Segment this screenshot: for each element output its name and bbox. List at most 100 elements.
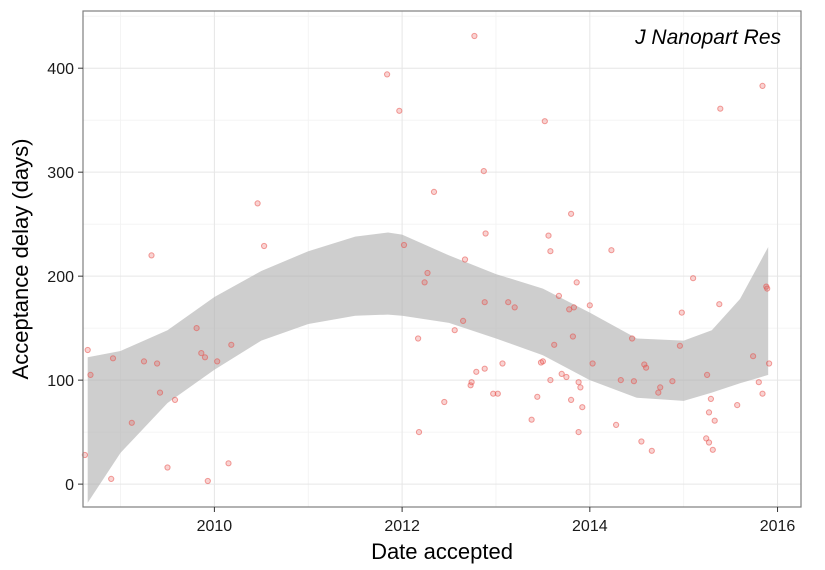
journal-annotation: J Nanopart Res xyxy=(634,26,781,49)
data-point xyxy=(717,105,724,112)
data-point xyxy=(759,82,766,90)
data-point xyxy=(563,373,570,381)
data-point xyxy=(678,309,685,316)
data-point xyxy=(481,299,488,306)
data-point xyxy=(716,301,723,308)
data-point xyxy=(579,404,586,411)
data-point xyxy=(511,304,518,311)
y-tick-label: 200 xyxy=(47,269,74,286)
data-point xyxy=(613,421,620,428)
data-point xyxy=(87,371,94,378)
data-point xyxy=(547,377,554,384)
data-point xyxy=(608,247,615,254)
data-point xyxy=(630,378,638,385)
data-point xyxy=(430,188,438,195)
data-point xyxy=(198,350,205,357)
data-point xyxy=(460,317,467,324)
data-point xyxy=(575,429,582,436)
data-point xyxy=(575,379,582,386)
data-point xyxy=(573,279,580,286)
data-point xyxy=(750,353,757,360)
data-point xyxy=(201,354,209,361)
data-point xyxy=(589,360,596,367)
data-point xyxy=(617,377,624,384)
data-point xyxy=(461,256,469,263)
data-point xyxy=(482,230,489,237)
y-tick-label: 100 xyxy=(47,373,74,390)
data-point xyxy=(555,292,563,299)
data-point xyxy=(655,389,662,396)
data-point xyxy=(396,107,403,114)
data-point xyxy=(154,360,161,367)
data-point xyxy=(534,393,541,400)
y-axis-title: Acceptance delay (days) xyxy=(8,139,33,380)
data-point xyxy=(481,365,488,372)
data-point xyxy=(641,361,648,368)
data-point xyxy=(690,275,697,282)
data-point xyxy=(225,460,232,467)
plot-area xyxy=(81,10,802,508)
data-point xyxy=(84,346,91,354)
data-point xyxy=(128,419,135,426)
data-point xyxy=(108,475,115,482)
data-point xyxy=(384,71,391,78)
data-point xyxy=(764,285,771,292)
data-point xyxy=(441,398,448,406)
x-tick-label: 2016 xyxy=(760,518,796,535)
data-point xyxy=(468,379,475,386)
data-point xyxy=(766,360,773,367)
confidence-band xyxy=(87,232,769,503)
data-point xyxy=(81,451,89,459)
data-point xyxy=(254,200,261,207)
data-point xyxy=(164,464,171,471)
data-point xyxy=(480,168,487,175)
data-point xyxy=(669,378,676,385)
data-point xyxy=(415,429,423,436)
data-point xyxy=(140,358,148,365)
x-tick-label: 2014 xyxy=(572,518,608,535)
data-point xyxy=(451,327,458,334)
data-point xyxy=(214,358,221,365)
data-points xyxy=(81,32,773,485)
data-point xyxy=(707,395,715,402)
data-point xyxy=(261,242,268,250)
x-tick-label: 2010 xyxy=(197,518,233,535)
data-point xyxy=(421,279,428,286)
data-point xyxy=(558,370,565,377)
data-point xyxy=(499,360,506,367)
data-point xyxy=(704,371,711,378)
data-point xyxy=(570,304,578,311)
data-point xyxy=(755,379,762,386)
y-tick-label: 400 xyxy=(47,61,74,78)
y-axis-ticks: 0 100 200 300 400 xyxy=(47,61,83,494)
data-point xyxy=(547,248,554,255)
data-point xyxy=(228,341,235,348)
data-point xyxy=(473,368,480,375)
data-point xyxy=(400,241,408,249)
data-point xyxy=(643,364,650,371)
data-point xyxy=(541,118,548,125)
data-point xyxy=(676,342,684,349)
x-axis-title: Date accepted xyxy=(371,539,513,564)
data-point xyxy=(505,299,512,306)
plot-border xyxy=(82,10,802,508)
data-point xyxy=(109,355,117,362)
data-point xyxy=(424,269,431,277)
data-point xyxy=(711,417,718,424)
y-tick-label: 300 xyxy=(47,165,74,182)
data-point xyxy=(709,446,716,453)
data-point xyxy=(657,384,664,391)
data-point xyxy=(569,333,577,340)
data-point xyxy=(148,252,155,259)
data-point xyxy=(545,232,552,239)
y-tick-label: 0 xyxy=(65,477,74,494)
data-point xyxy=(648,447,655,454)
data-point xyxy=(577,384,584,391)
data-point xyxy=(568,396,575,403)
data-point xyxy=(415,335,422,342)
data-point xyxy=(551,341,558,348)
data-point xyxy=(568,210,575,217)
data-point xyxy=(638,438,645,445)
data-point xyxy=(490,390,497,397)
